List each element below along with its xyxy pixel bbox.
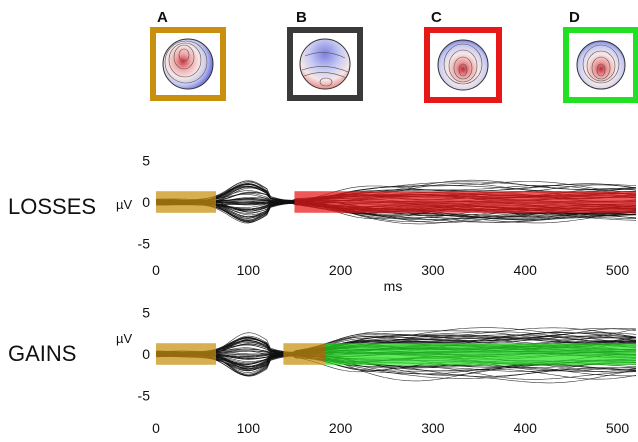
losses-ytick-label: 5 [142,153,150,169]
losses-trace-54 [155,201,637,220]
gains-ytick-label: 0 [142,346,150,362]
topomap-b-letter: B [296,9,307,26]
topomap-b-head [299,38,351,90]
losses-ytick-label: -5 [138,236,151,252]
gains-xtick-label: 200 [329,420,353,436]
topomap-d-head [576,40,626,90]
gains-band-3 [324,343,636,365]
topomap-c-head [437,39,489,91]
losses-panel: LOSSES µV -505 0 100 200 300 400 500 ms [8,153,637,294]
losses-xtick-label: 200 [329,262,353,278]
gains-xtick-label: 0 [152,420,160,436]
losses-xtick-label: 500 [606,262,630,278]
gains-y-unit: µV [116,331,132,346]
losses-ytick-label: 0 [142,194,150,210]
topomap-d-letter: D [569,9,580,26]
gains-trace-32 [155,328,637,355]
losses-xtick-label: 0 [152,262,160,278]
losses-xtick-label: 300 [421,262,445,278]
topomap-row: A B C D [150,9,638,103]
gains-trace-51 [155,338,636,355]
gains-y-ticks: -5 0 5 [138,305,151,404]
losses-row-label: LOSSES [8,194,96,219]
topomap-a: A [150,9,226,101]
losses-y-unit: µV [116,197,132,212]
losses-x-ticks: 0 100 200 300 400 500 [152,262,629,278]
gains-xtick-label: 400 [514,420,538,436]
gains-trace-57 [155,339,637,372]
losses-trace-11 [156,186,636,222]
losses-trace-26 [156,200,637,225]
topomap-a-head [162,38,214,90]
losses-xtick-label: 100 [237,262,261,278]
gains-ytick-label: 5 [142,305,150,321]
losses-band-1 [156,191,216,213]
losses-y-ticks: -5 0 5 [138,153,151,252]
topomap-b: B [287,9,363,101]
gains-panel: GAINS µV -505 0 100 200 300 400 500 [8,305,637,436]
losses-xtick-label: 400 [514,262,538,278]
topomap-c-letter: C [431,9,442,26]
gains-trace-54 [155,336,637,357]
losses-band-2 [294,191,636,213]
gains-xtick-label: 300 [421,420,445,436]
gains-xtick-label: 500 [606,420,630,436]
losses-x-axis-label: ms [384,278,403,294]
gains-trace-64 [155,332,637,354]
gains-trace-61 [155,328,637,355]
gains-band-1 [156,343,216,365]
losses-bands [156,191,636,213]
gains-trace-17 [156,337,637,375]
gains-trace-11 [156,332,637,357]
topomap-c: C [424,9,502,103]
gains-trace-48 [155,334,636,356]
gains-band-2 [283,343,325,365]
gains-trace-35 [155,350,637,380]
topomap-a-letter: A [157,9,168,26]
losses-trace-63 [155,201,637,223]
losses-trace-51 [155,181,637,205]
gains-row-label: GAINS [8,341,76,366]
gains-xtick-label: 100 [237,420,261,436]
gains-bands [156,343,636,365]
gains-x-ticks: 0 100 200 300 400 500 [152,420,629,436]
gains-ytick-label: -5 [138,388,151,404]
gains-trace-8 [155,327,637,356]
losses-trace-58 [156,201,637,220]
gains-trace-53 [155,332,637,367]
losses-trace-62 [156,181,637,204]
topomap-d: D [563,9,638,103]
